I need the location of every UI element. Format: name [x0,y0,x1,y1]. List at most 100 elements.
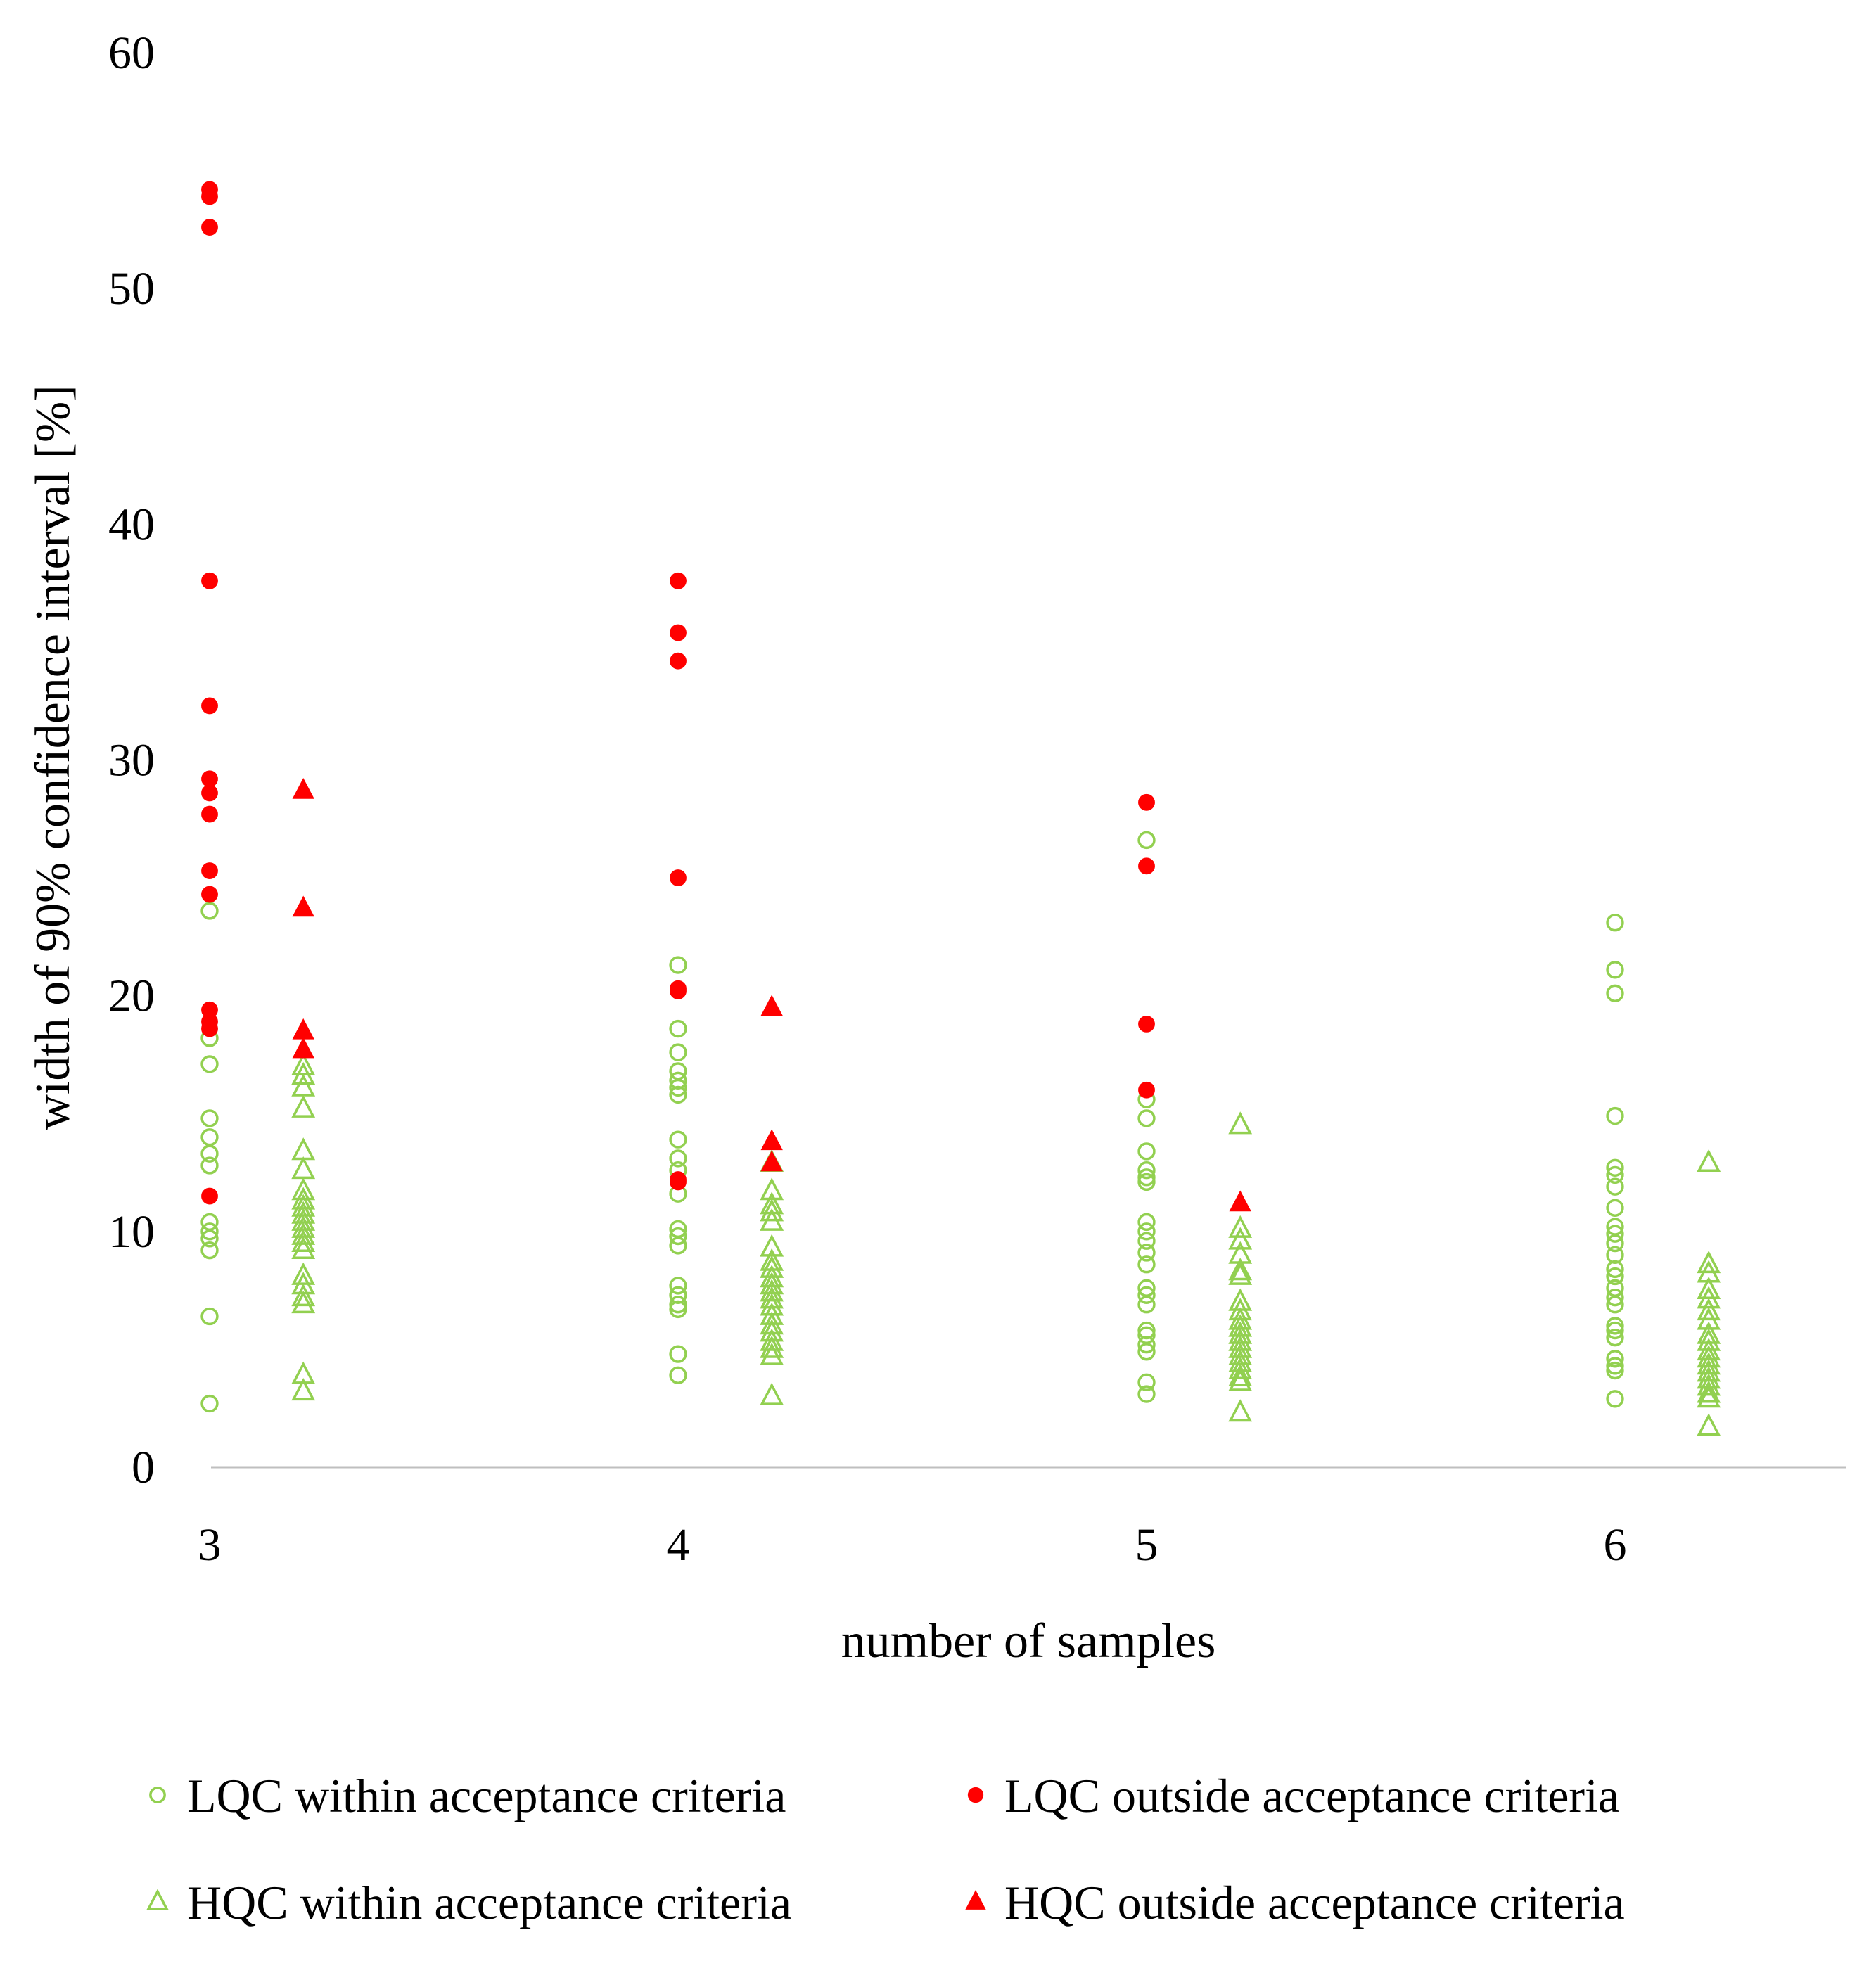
data-point [201,862,218,879]
data-point [200,1307,219,1326]
data-point [1228,1227,1253,1250]
legend-label: LQC within acceptance criteria [187,1769,786,1822]
data-point [1137,1161,1156,1180]
data-point [1697,1373,1721,1396]
data-point [1606,1260,1624,1279]
y-tick-label: 10 [108,1206,155,1258]
data-point [291,1378,316,1401]
data-point [200,1229,219,1248]
data-point [1697,1413,1721,1436]
data-point [1228,1215,1253,1238]
data-point [201,572,218,589]
legend-marker [967,1787,984,1803]
data-point [291,1236,316,1260]
data-point [1138,1015,1155,1033]
data-point [1137,1173,1156,1191]
data-point [200,1055,219,1073]
data-point [291,1061,316,1085]
data-point [200,1128,219,1146]
data-point [1606,1106,1624,1125]
data-point [760,1150,783,1172]
data-point [200,1241,219,1260]
data-point [760,1328,784,1351]
data-point [1137,831,1156,850]
data-point [1606,1328,1624,1347]
series-2 [291,1052,1721,1436]
legend-label: HQC within acceptance criteria [187,1876,791,1929]
data-point [1138,857,1155,875]
data-point [1137,1286,1156,1304]
data-point [291,1137,316,1161]
data-point [1606,1357,1624,1375]
data-point [201,770,218,788]
x-tick-label: 3 [198,1519,222,1571]
data-point [200,1394,219,1413]
data-point [1228,1368,1253,1391]
data-point [669,1227,687,1246]
legend-label: LQC outside acceptance criteria [1004,1769,1619,1822]
legend-item: HQC within acceptance criteria [146,1876,791,1929]
data-point [201,805,218,823]
data-point [201,188,218,205]
data-point [1137,1385,1156,1403]
data-point [669,1043,687,1061]
data-point [1137,1244,1156,1262]
data-point [760,1342,784,1365]
data-point [669,1366,687,1384]
data-point [1606,1361,1624,1380]
data-point [1697,1298,1721,1321]
data-point [292,895,314,917]
data-point [760,1335,784,1358]
data-point [201,697,218,715]
data-point [291,1283,316,1307]
data-point [1137,1109,1156,1127]
series-0 [200,831,1624,1413]
legend: LQC within acceptance criteria LQC outsid… [146,1769,1625,1929]
data-point [292,1018,314,1040]
data-point [1697,1385,1721,1408]
data-point [200,902,219,920]
data-point [670,572,687,589]
data-point [669,956,687,974]
data-point [1697,1380,1721,1403]
data-point [201,1187,218,1205]
y-tick-label: 0 [132,1442,155,1493]
data-point [1606,1317,1624,1335]
data-point [1697,1149,1721,1173]
series-3 [292,777,1251,1212]
data-point [669,1237,687,1255]
data-point [292,1037,314,1059]
data-point [1228,1363,1253,1387]
data-point [1137,1255,1156,1274]
data-point [1137,1222,1156,1241]
data-point [1137,1343,1156,1361]
x-axis-ticks: 3 4 5 6 [198,1519,1627,1571]
data-point [1137,1142,1156,1161]
data-point [760,1279,784,1302]
data-point [1138,793,1155,811]
legend-item: LQC within acceptance criteria [149,1769,786,1822]
data-point [669,1019,687,1038]
data-point [1137,1296,1156,1314]
data-point [669,1345,687,1363]
data-point [760,1382,784,1405]
data-point [760,1129,783,1151]
data-point [1228,1356,1253,1379]
data-point [669,1277,687,1295]
data-point [1137,1168,1156,1187]
data-point [669,1130,687,1149]
data-point [1137,1232,1156,1250]
data-point [1606,1165,1624,1184]
data-point [669,1085,687,1104]
data-point [669,1078,687,1097]
y-tick-label: 40 [108,499,155,550]
data-point [201,219,218,236]
y-tick-label: 50 [108,263,155,314]
data-point [291,1229,316,1252]
legend-item: HQC outside acceptance criteria [965,1876,1625,1929]
data-point [670,983,687,999]
legend-marker [965,1890,986,1910]
data-point [201,886,218,903]
data-point [1606,1177,1624,1196]
data-point [1228,1258,1253,1281]
